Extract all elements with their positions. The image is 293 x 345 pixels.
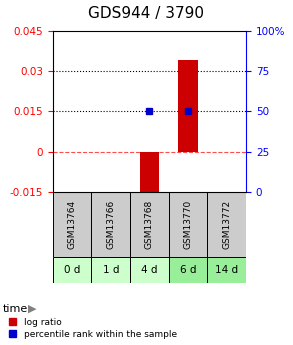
FancyBboxPatch shape <box>53 192 91 257</box>
FancyBboxPatch shape <box>207 192 246 257</box>
FancyBboxPatch shape <box>130 257 169 283</box>
Text: GSM13764: GSM13764 <box>68 200 76 249</box>
Legend: log ratio, percentile rank within the sample: log ratio, percentile rank within the sa… <box>7 316 179 341</box>
Text: 1 d: 1 d <box>103 265 119 275</box>
Text: 6 d: 6 d <box>180 265 196 275</box>
FancyBboxPatch shape <box>207 257 246 283</box>
Text: GDS944 / 3790: GDS944 / 3790 <box>88 6 205 21</box>
Text: GSM13768: GSM13768 <box>145 200 154 249</box>
FancyBboxPatch shape <box>130 192 169 257</box>
Text: time: time <box>3 304 28 314</box>
FancyBboxPatch shape <box>91 192 130 257</box>
Bar <box>178 60 198 151</box>
Bar <box>140 151 159 197</box>
Text: 4 d: 4 d <box>141 265 158 275</box>
FancyBboxPatch shape <box>91 257 130 283</box>
Text: GSM13766: GSM13766 <box>106 200 115 249</box>
Text: 14 d: 14 d <box>215 265 238 275</box>
Text: 0 d: 0 d <box>64 265 80 275</box>
Text: GSM13772: GSM13772 <box>222 200 231 249</box>
FancyBboxPatch shape <box>169 192 207 257</box>
Text: GSM13770: GSM13770 <box>184 200 193 249</box>
Text: ▶: ▶ <box>28 304 36 314</box>
FancyBboxPatch shape <box>169 257 207 283</box>
FancyBboxPatch shape <box>53 257 91 283</box>
